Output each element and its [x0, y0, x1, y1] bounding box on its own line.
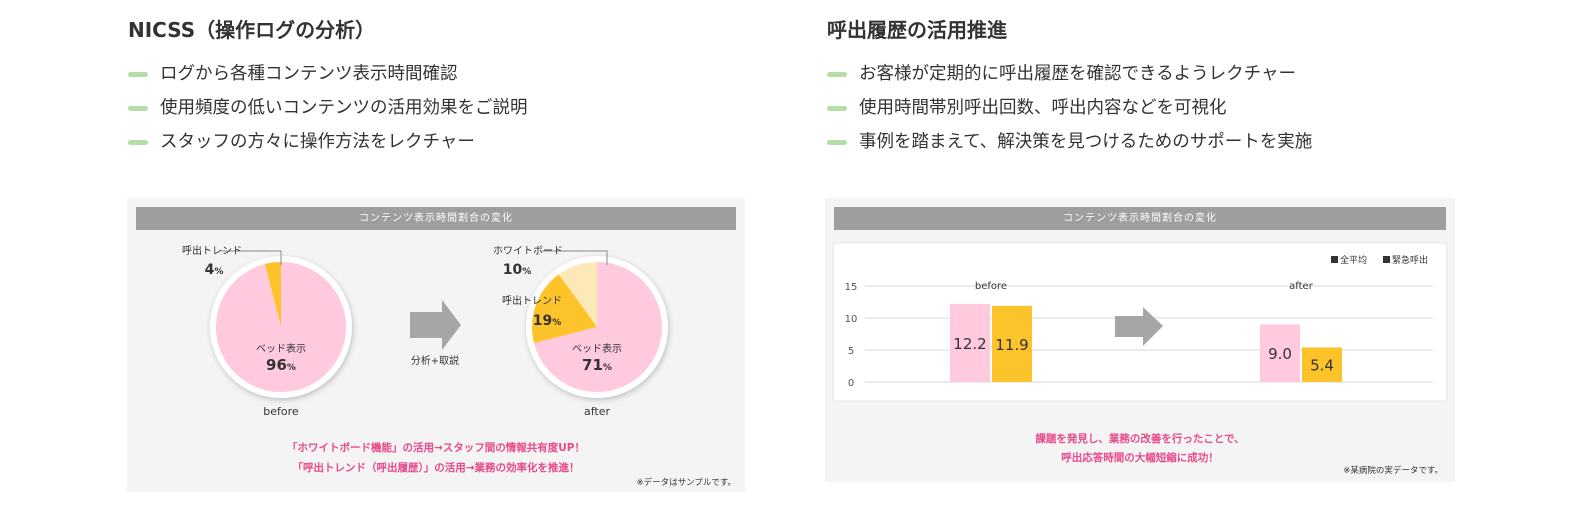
- pie-slice-bed: [215, 262, 346, 392]
- bar-ytick-label: 5: [848, 346, 854, 357]
- pie-slice-label-bed: ベッド表示: [572, 342, 622, 355]
- pie-caption-after: after: [584, 405, 611, 418]
- bullet-text: お客様が定期的に呼出履歴を確認できるようレクチャー: [859, 64, 1296, 84]
- bullet-dash-icon: [128, 106, 148, 111]
- bullet-text: ログから各種コンテンツ表示時間確認: [160, 64, 458, 84]
- right-arrow-icon: [1115, 307, 1163, 346]
- pie-chart-panel: コンテンツ表示時間割合の変化 ベッド表示 96% 呼出トレンド 4% before ベッド…: [127, 198, 745, 492]
- bar-value-label: 9.0: [1268, 345, 1292, 363]
- left-heading: NICSS（操作ログの分析）: [128, 18, 376, 42]
- bar-category-label-after: after: [1289, 281, 1314, 292]
- pie-slice-trend: [531, 274, 597, 344]
- pie-slice-label-trend: 呼出トレンド: [182, 244, 242, 257]
- pie-charts-svg: ベッド表示96%呼出トレンド4%beforeベッド表示71%呼出トレンド19%ホ…: [182, 244, 668, 418]
- bullet-dash-icon: [827, 72, 847, 77]
- bar-category-label-before: before: [975, 281, 1007, 292]
- arrow-label: 分析+取説: [411, 354, 459, 367]
- bullet-text: 使用頻度の低いコンテンツの活用効果をご説明: [160, 98, 528, 118]
- legend-swatch: [1331, 256, 1338, 263]
- right-bullet-list: お客様が定期的に呼出履歴を確認できるようレクチャー 使用時間帯別呼出回数、呼出内…: [827, 60, 1312, 162]
- right-arrow-icon: [410, 300, 461, 350]
- bullet-dash-icon: [827, 140, 847, 145]
- bar-callout-2: 呼出応答時間の大幅短縮に成功！: [1061, 452, 1219, 464]
- bar-value-label: 11.9: [995, 336, 1028, 354]
- bullet-dash-icon: [128, 72, 148, 77]
- bullet-text: スタッフの方々に操作方法をレクチャー: [160, 132, 475, 152]
- left-bullet-item: 使用頻度の低いコンテンツの活用効果をご説明: [128, 94, 528, 128]
- pie-callout-2: 「呼出トレンド（呼出履歴）」の活用→業務の効率化を推進！: [292, 462, 580, 474]
- bullet-dash-icon: [827, 106, 847, 111]
- bar-before-series-0: [950, 303, 990, 382]
- pie-sample-note: ※データはサンプルです。: [636, 478, 736, 488]
- pie-slice-whiteboard: [558, 262, 597, 327]
- bar-chart-svg: 0 5 10 15 before 12.2 11.9 after 9.0 5.4 全平均 緊急呼出: [832, 242, 1448, 402]
- bar-value-label: 5.4: [1310, 357, 1334, 375]
- pie-slice-label-trend: 呼出トレンド: [502, 294, 562, 307]
- bar-ytick-label: 0: [848, 378, 854, 389]
- pie-slice-label-bed: ベッド表示: [256, 342, 306, 355]
- pie-callout-1: 「ホワイトボード機能」の活用→スタッフ間の情報共有度UP！: [286, 442, 586, 454]
- right-bullet-item: お客様が定期的に呼出履歴を確認できるようレクチャー: [827, 60, 1312, 94]
- left-bullet-item: スタッフの方々に操作方法をレクチャー: [128, 128, 528, 162]
- pie-slice-value-trend: 4%: [205, 262, 224, 278]
- bar-after-series-1: [1302, 347, 1342, 382]
- legend-label-1: 緊急呼出: [1392, 254, 1428, 266]
- legend-label-0: 全平均: [1340, 254, 1367, 266]
- bar-real-data-note: ※某病院の実データです。: [1343, 466, 1443, 476]
- bar-before-series-1: [992, 305, 1032, 382]
- pie-slice-bed: [534, 262, 662, 392]
- bar-callout-1: 課題を発見し、業務の改善を行ったことで、: [1035, 433, 1245, 445]
- bar-ytick-label: 10: [845, 314, 858, 325]
- bullet-text: 事例を踏まえて、解決策を見つけるためのサポートを実施: [859, 132, 1313, 152]
- pie-caption-before: before: [263, 405, 299, 418]
- right-heading: 呼出履歴の活用推進: [827, 18, 1007, 42]
- right-bullet-item: 事例を踏まえて、解決策を見つけるためのサポートを実施: [827, 128, 1312, 162]
- bar-value-label: 12.2: [953, 335, 986, 353]
- left-bullet-list: ログから各種コンテンツ表示時間確認 使用頻度の低いコンテンツの活用効果をご説明 …: [128, 60, 528, 162]
- right-bullet-item: 使用時間帯別呼出回数、呼出内容などを可視化: [827, 94, 1312, 128]
- left-bullet-item: ログから各種コンテンツ表示時間確認: [128, 60, 528, 94]
- bar-after-series-0: [1260, 324, 1300, 382]
- bullet-text: 使用時間帯別呼出回数、呼出内容などを可視化: [859, 98, 1227, 118]
- bar-chart-panel: コンテンツ表示時間割合の変化 0 5 10 15 before 12.2 11.9 after…: [825, 198, 1455, 482]
- bar-panel-title: コンテンツ表示時間割合の変化: [834, 207, 1446, 230]
- pie-slice-trend: [264, 262, 281, 327]
- pie-panel-title: コンテンツ表示時間割合の変化: [136, 207, 736, 230]
- pie-slice-label-whiteboard: ホワイトボード: [493, 245, 563, 257]
- bar-ytick-label: 15: [845, 282, 858, 293]
- bullet-dash-icon: [128, 140, 148, 145]
- pie-slice-value-whiteboard: 10%: [503, 262, 532, 278]
- pie-leader-line: [542, 250, 608, 265]
- pie-leader-line: [221, 250, 282, 265]
- legend-swatch: [1383, 256, 1390, 263]
